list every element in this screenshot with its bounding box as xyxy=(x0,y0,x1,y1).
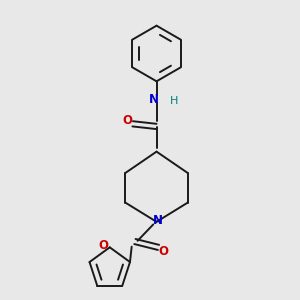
Text: O: O xyxy=(122,114,132,127)
Text: N: N xyxy=(153,214,163,227)
Text: O: O xyxy=(99,239,109,252)
Text: O: O xyxy=(159,245,169,258)
Text: N: N xyxy=(149,93,159,106)
Text: H: H xyxy=(170,96,179,106)
